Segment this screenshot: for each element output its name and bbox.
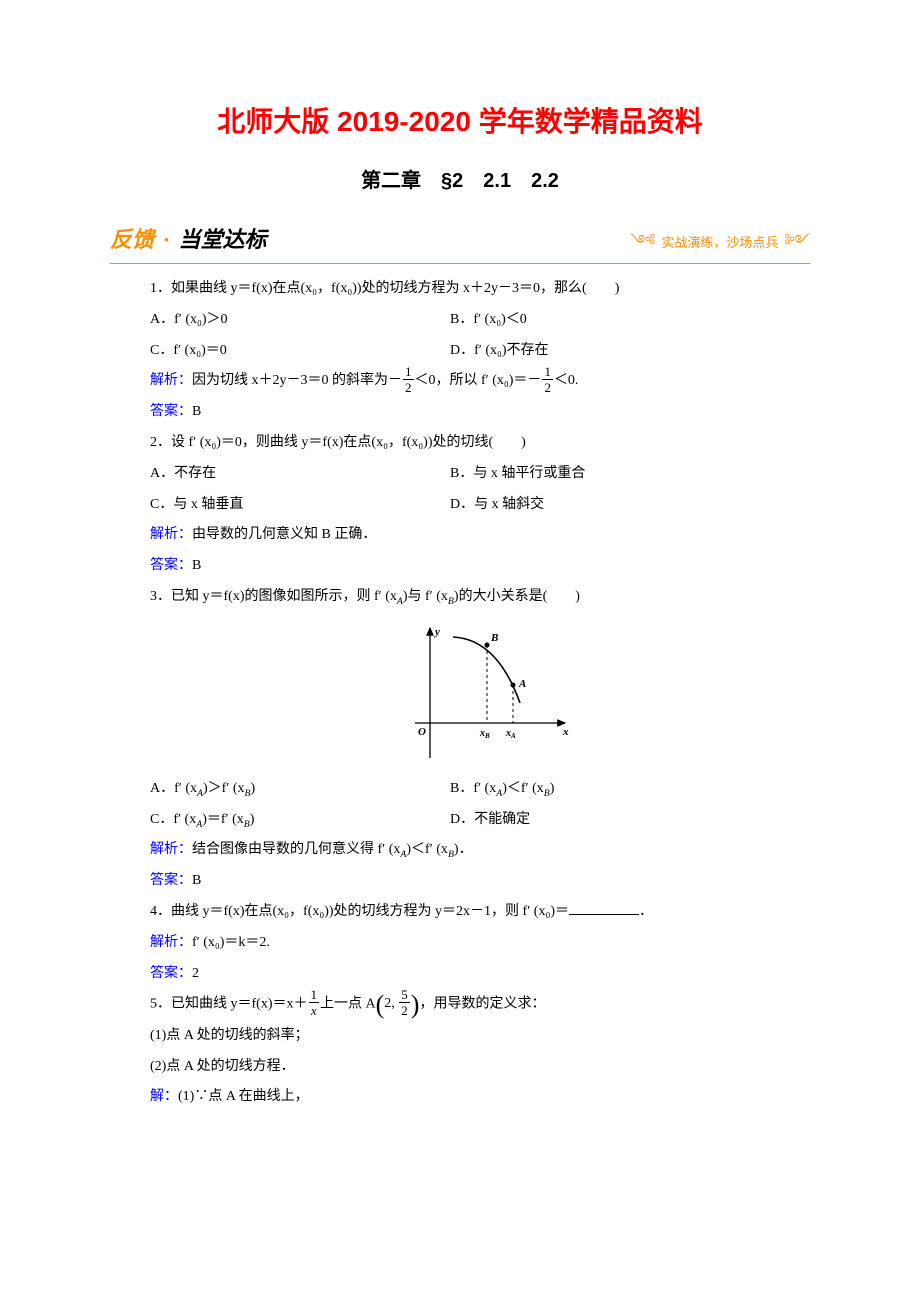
answer-label: 答案：: [150, 873, 192, 888]
q1-optA: A．f′ (x₀)＞0: [150, 305, 450, 336]
q2-stem: 2．设 f′ (x₀)＝0，则曲线 y＝f(x)在点(x₀，f(x₀))处的切线…: [150, 428, 810, 459]
q3-stem: 3．已知 y＝f(x)的图像如图所示，则 f′ (xA)与 f′ (xB)的大小…: [150, 582, 810, 613]
graph-svg: y x O B A xB xA: [385, 623, 575, 763]
q4-answer: 答案：2: [150, 959, 810, 990]
label-o: O: [418, 726, 426, 738]
q1-answer: 答案：B: [150, 397, 810, 428]
frac-half-2: 12: [541, 365, 554, 394]
q4-stem: 4．曲线 y＝f(x)在点(x₀，f(x₀))处的切线方程为 y＝2x－1，则 …: [150, 897, 810, 928]
q1-jx-c: ＜0.: [554, 373, 579, 388]
q2-optB: B．与 x 轴平行或重合: [450, 459, 810, 490]
q4-analysis: 解析：f′ (x₀)＝k＝2.: [150, 928, 810, 959]
q3-row2: C．f′ (xA)＝f′ (xB) D．不能确定: [150, 805, 810, 836]
analysis-label: 解析：: [150, 842, 192, 857]
q5-stem: 5．已知曲线 y＝f(x)＝x＋1x上一点 A (2, 52) ，用导数的定义求…: [150, 989, 810, 1020]
q1-ans: B: [192, 404, 201, 419]
q4-jx: f′ (x₀)＝k＝2.: [192, 935, 270, 950]
paren-point: (2, 52): [376, 989, 420, 1020]
q1-stem: 1．如果曲线 y＝f(x)在点(x₀，f(x₀))处的切线方程为 x＋2y－3＝…: [150, 274, 810, 305]
q1-row1: A．f′ (x₀)＞0 B．f′ (x₀)＜0: [150, 305, 810, 336]
label-x: x: [562, 726, 569, 738]
q3-optA: A．f′ (xA)＞f′ (xB): [150, 774, 450, 805]
section-banner: 反馈 · 当堂达标 ༺ 实战演练，沙场点兵 ༻: [110, 221, 810, 255]
banner-right-text: 实战演练，沙场点兵: [661, 232, 778, 251]
divider: [110, 263, 810, 264]
analysis-label: 解析：: [150, 527, 192, 542]
q1-jx-b: ＜0，所以 f′ (x₀)＝－: [415, 373, 542, 388]
q1-optB: B．f′ (x₀)＜0: [450, 305, 810, 336]
frac-5-2: 52: [398, 988, 411, 1017]
q1-optC: C．f′ (x₀)＝0: [150, 336, 450, 367]
label-xa: xA: [505, 728, 516, 740]
right-flourish-icon: ༻: [784, 234, 810, 250]
q5-sol: (1)∵点 A 在曲线上，: [178, 1089, 309, 1104]
label-b: B: [490, 632, 498, 644]
sub-title: 第二章 §2 2.1 2.2: [110, 164, 810, 193]
q5-solution: 解：(1)∵点 A 在曲线上，: [150, 1082, 810, 1113]
q2-optC: C．与 x 轴垂直: [150, 490, 450, 521]
solution-label: 解：: [150, 1089, 178, 1104]
point-a: [511, 682, 516, 687]
frac-1-x: 1x: [308, 988, 321, 1017]
q2-optD: D．与 x 轴斜交: [450, 490, 810, 521]
q1-optD: D．f′ (x₀)不存在: [450, 336, 810, 367]
label-y: y: [433, 626, 440, 638]
banner-subtitle: 当堂达标: [179, 227, 267, 252]
q3-row1: A．f′ (xA)＞f′ (xB) B．f′ (xA)＜f′ (xB): [150, 774, 810, 805]
q1-jx-a: 因为切线 x＋2y－3＝0 的斜率为－: [192, 373, 402, 388]
q3-optC: C．f′ (xA)＝f′ (xB): [150, 805, 450, 836]
q1-analysis: 解析：因为切线 x＋2y－3＝0 的斜率为－12＜0，所以 f′ (x₀)＝－1…: [150, 366, 810, 397]
banner-right: ༺ 实战演练，沙场点兵 ༻: [630, 232, 810, 251]
q2-jx: 由导数的几何意义知 B 正确．: [192, 527, 376, 542]
q5-p1: (1)点 A 处的切线的斜率；: [150, 1021, 810, 1052]
q2-answer: 答案：B: [150, 551, 810, 582]
point-b: [485, 642, 490, 647]
q5-p2: (2)点 A 处的切线方程．: [150, 1052, 810, 1083]
banner-left: 反馈 · 当堂达标: [110, 222, 267, 254]
q3-ans: B: [192, 873, 201, 888]
label-a: A: [518, 678, 526, 690]
q3-figure: y x O B A xB xA: [150, 623, 810, 768]
answer-label: 答案：: [150, 966, 192, 981]
fill-blank: [569, 900, 639, 915]
page: 北师大版 2019-2020 学年数学精品资料 第二章 §2 2.1 2.2 反…: [0, 0, 920, 1173]
q3-optB: B．f′ (xA)＜f′ (xB): [450, 774, 810, 805]
q3-analysis: 解析：结合图像由导数的几何意义得 f′ (xA)＜f′ (xB)．: [150, 835, 810, 866]
q4-ans: 2: [192, 966, 199, 981]
q2-ans: B: [192, 558, 201, 573]
banner-dot: ·: [160, 227, 174, 252]
main-title: 北师大版 2019-2020 学年数学精品资料: [110, 100, 810, 140]
q2-optA: A．不存在: [150, 459, 450, 490]
q3-answer: 答案：B: [150, 866, 810, 897]
q2-row1: A．不存在 B．与 x 轴平行或重合: [150, 459, 810, 490]
analysis-label: 解析：: [150, 935, 192, 950]
q2-analysis: 解析：由导数的几何意义知 B 正确．: [150, 520, 810, 551]
answer-label: 答案：: [150, 558, 192, 573]
q1-row2: C．f′ (x₀)＝0 D．f′ (x₀)不存在: [150, 336, 810, 367]
frac-half-1: 12: [402, 365, 415, 394]
label-xb: xB: [479, 728, 490, 740]
answer-label: 答案：: [150, 404, 192, 419]
analysis-label: 解析：: [150, 373, 192, 388]
q2-row2: C．与 x 轴垂直 D．与 x 轴斜交: [150, 490, 810, 521]
content: 1．如果曲线 y＝f(x)在点(x₀，f(x₀))处的切线方程为 x＋2y－3＝…: [110, 274, 810, 1113]
banner-feedback: 反馈: [110, 227, 154, 252]
q3-optD: D．不能确定: [450, 805, 810, 836]
left-flourish-icon: ༺: [630, 234, 656, 250]
